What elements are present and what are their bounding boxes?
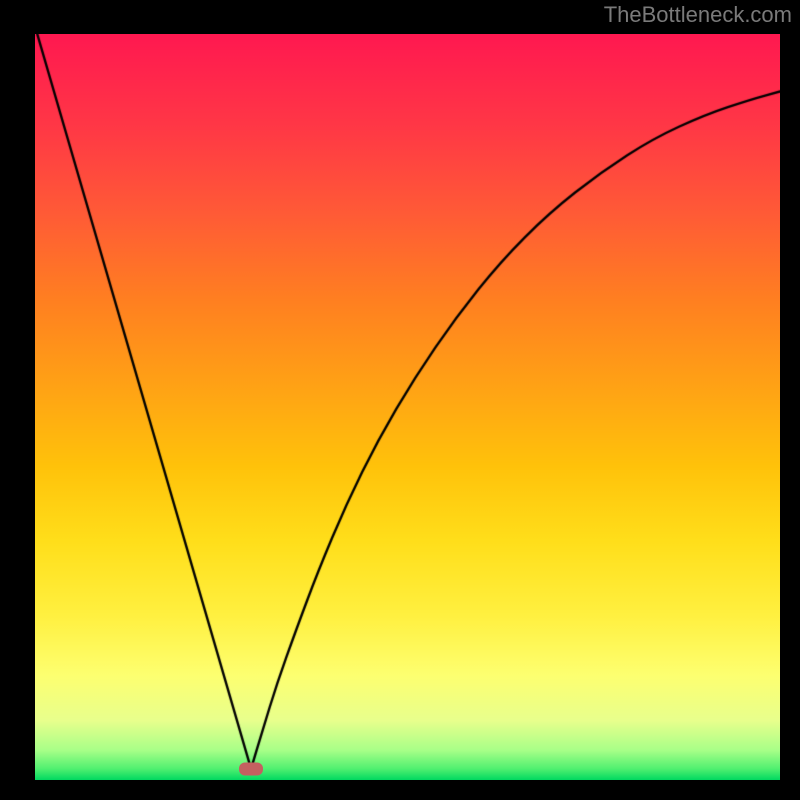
curve-plot [35,34,780,780]
plot-area [35,34,780,780]
min-point-marker [239,762,263,775]
watermark-text: TheBottleneck.com [604,2,792,28]
